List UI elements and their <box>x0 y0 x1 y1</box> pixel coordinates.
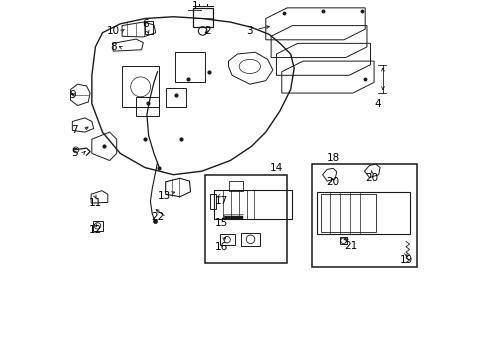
Text: 22: 22 <box>151 212 164 222</box>
Text: 9: 9 <box>69 90 76 100</box>
Bar <box>205 175 286 264</box>
Text: 1: 1 <box>191 1 198 11</box>
Bar <box>145 21 153 34</box>
Text: 7: 7 <box>71 125 77 135</box>
Text: 6: 6 <box>142 19 149 33</box>
Text: 13: 13 <box>158 191 174 201</box>
Text: 5: 5 <box>71 148 77 158</box>
Bar <box>210 194 215 209</box>
Text: 3: 3 <box>246 26 269 36</box>
Bar <box>241 233 260 246</box>
Text: 20: 20 <box>365 171 378 183</box>
Text: 16: 16 <box>214 243 227 252</box>
Bar <box>92 221 102 231</box>
Bar <box>320 194 375 232</box>
Text: 8: 8 <box>110 42 116 52</box>
Text: 20: 20 <box>326 177 339 187</box>
Text: 21: 21 <box>344 241 357 251</box>
Bar <box>166 88 185 107</box>
Text: 10: 10 <box>106 26 120 36</box>
Text: 17: 17 <box>214 196 227 206</box>
Text: 19: 19 <box>399 255 412 265</box>
Text: 11: 11 <box>89 198 102 208</box>
Bar <box>228 181 242 191</box>
Bar <box>136 96 159 116</box>
Bar <box>193 8 212 27</box>
Bar <box>317 192 409 234</box>
Bar <box>122 67 159 107</box>
Text: 15: 15 <box>214 218 227 228</box>
Bar <box>311 164 416 267</box>
Text: 12: 12 <box>89 225 102 235</box>
Bar <box>339 237 347 244</box>
Bar <box>219 234 234 245</box>
Text: 2: 2 <box>203 26 210 36</box>
Bar <box>175 52 205 82</box>
Text: 18: 18 <box>326 153 339 163</box>
Text: 4: 4 <box>373 99 380 109</box>
Text: 14: 14 <box>269 163 283 173</box>
Bar <box>214 190 291 219</box>
